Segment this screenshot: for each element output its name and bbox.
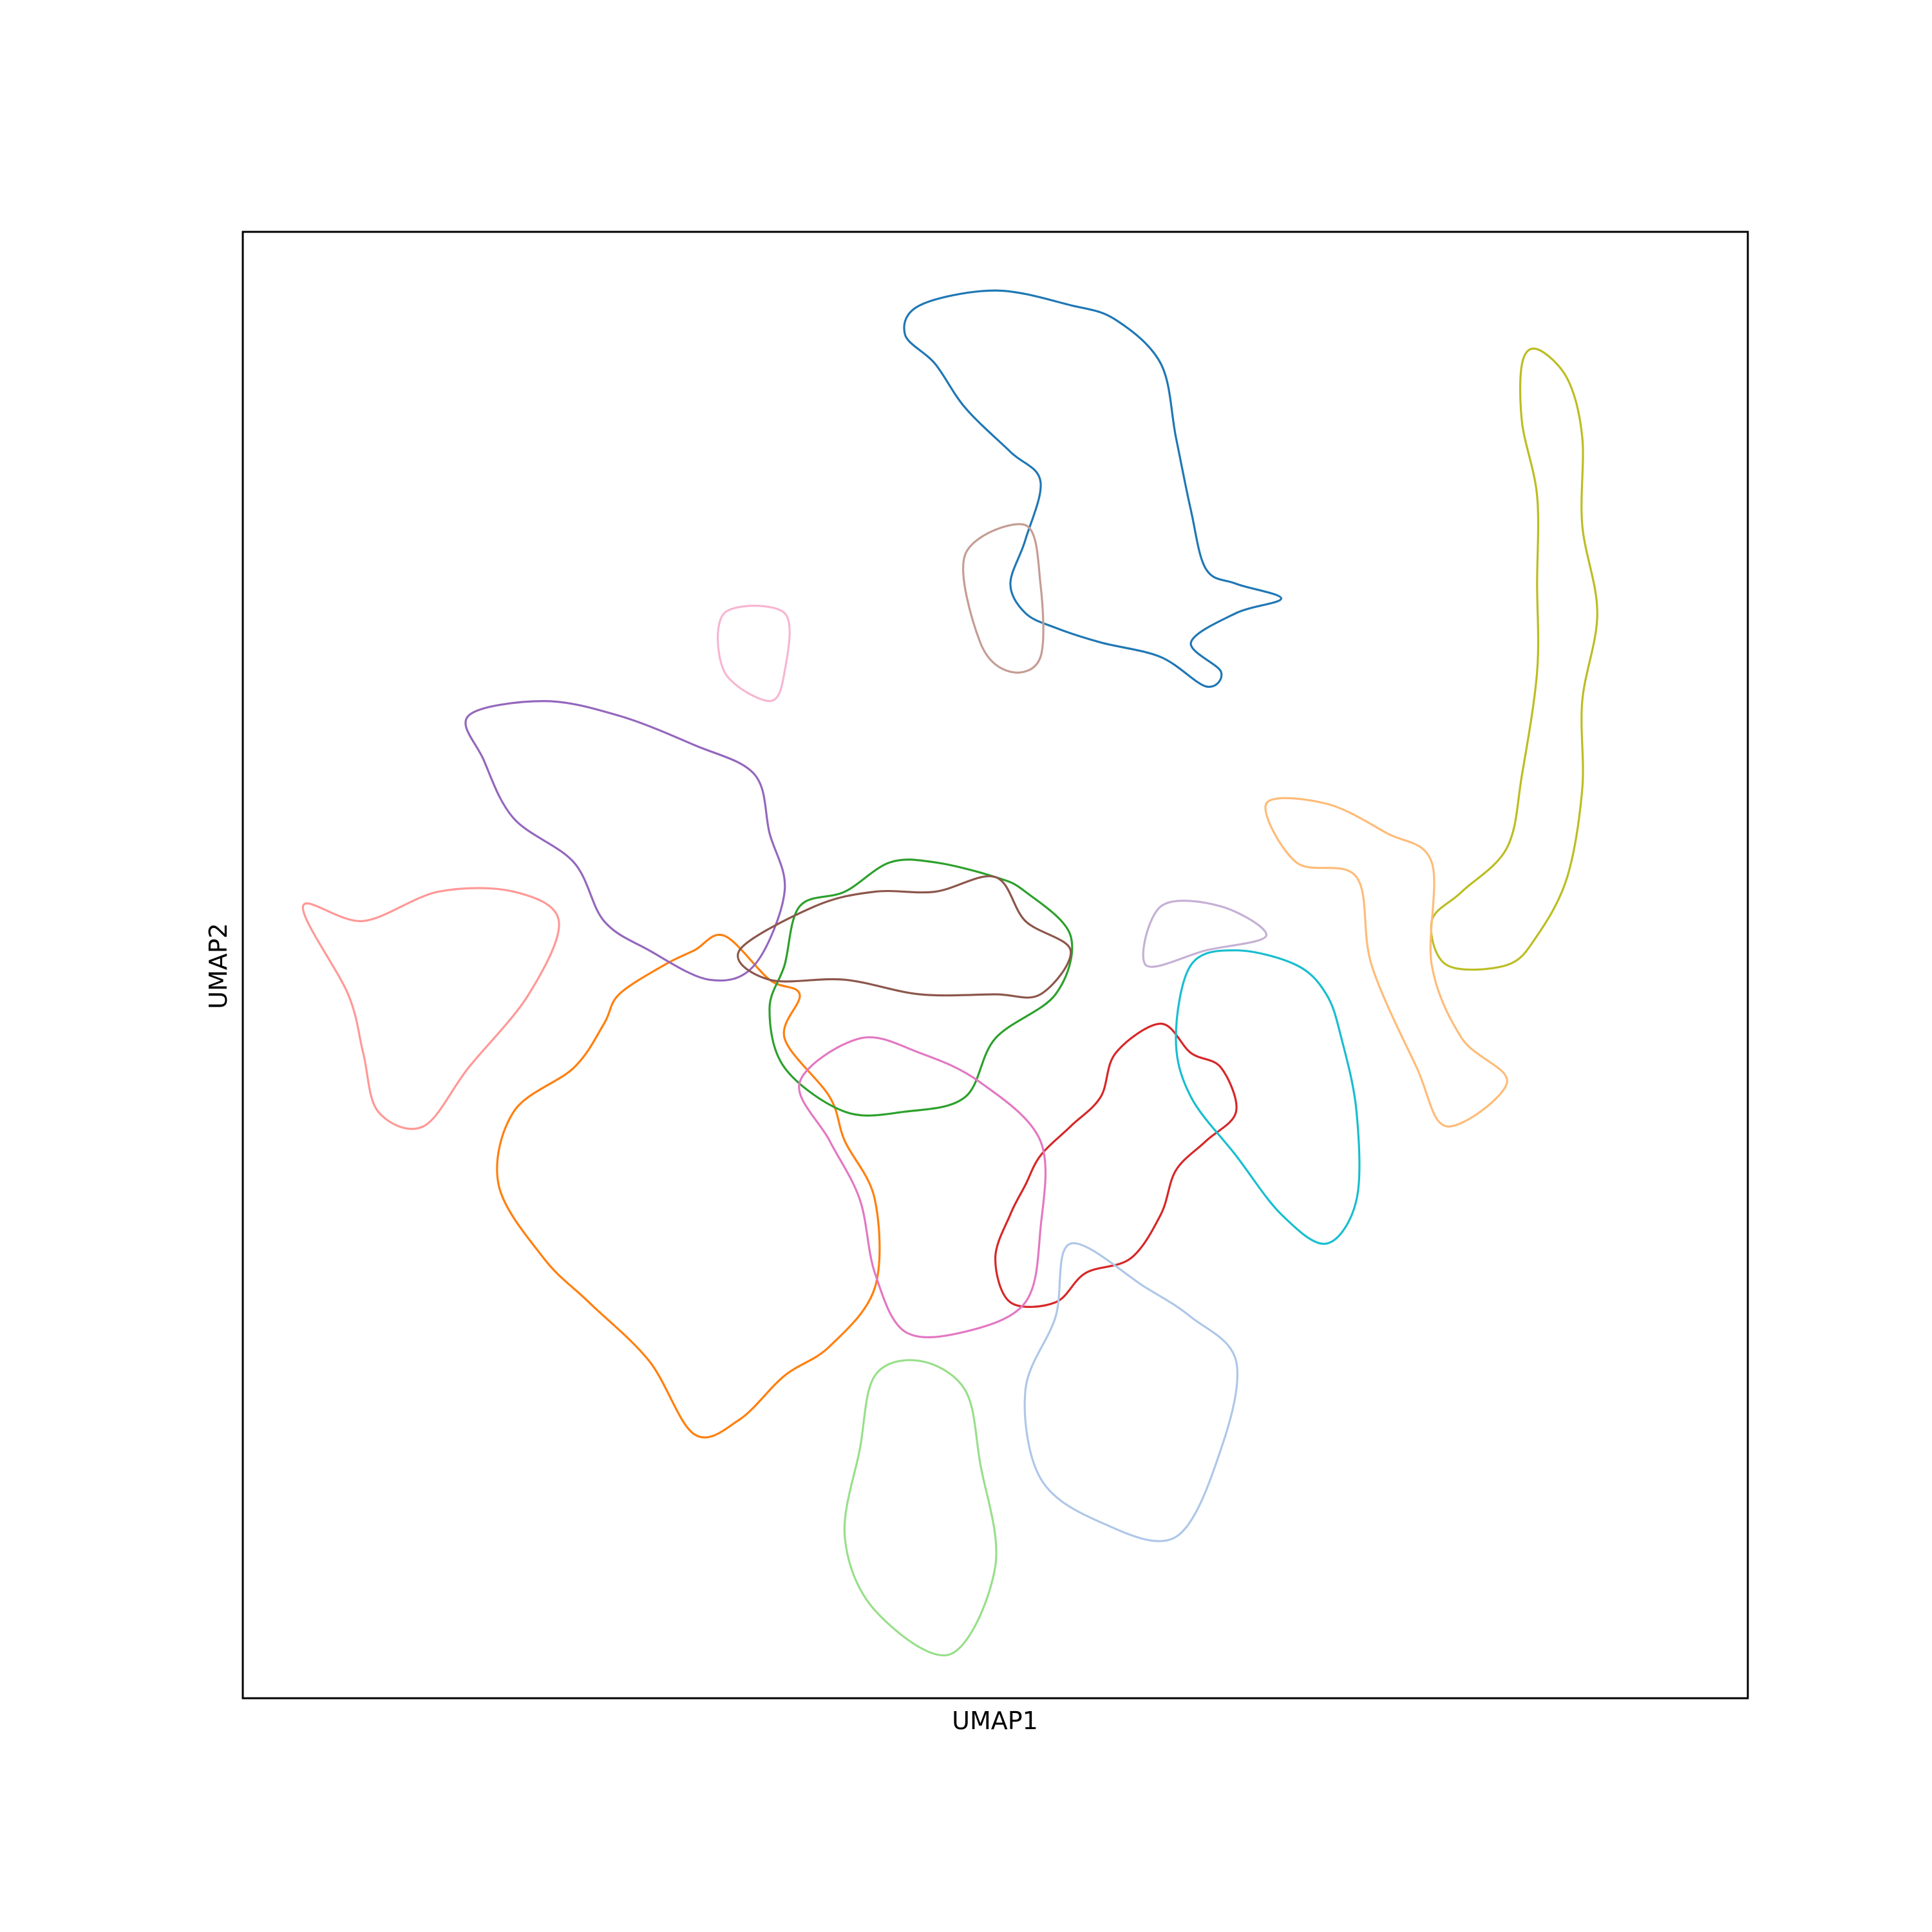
cluster-contour-16 <box>716 605 791 703</box>
cluster-contour-0 <box>903 289 1283 688</box>
cluster-contour-10 <box>1023 1242 1239 1542</box>
cluster-contour-6 <box>798 1036 1047 1339</box>
cluster-contour-11 <box>1264 797 1508 1128</box>
cluster-contour-3 <box>994 1023 1238 1308</box>
cluster-contour-2 <box>768 858 1074 1117</box>
cluster-contour-12 <box>843 1359 998 1656</box>
x-axis-label: UMAP1 <box>952 1707 1038 1735</box>
cluster-contour-14 <box>1142 900 1267 968</box>
cluster-contour-9 <box>1175 949 1361 1245</box>
cluster-contours <box>301 289 1598 1656</box>
y-axis-label: UMAP2 <box>204 923 232 1009</box>
cluster-contour-8 <box>1430 347 1598 971</box>
cluster-contour-15 <box>962 523 1045 674</box>
cluster-contour-5 <box>737 875 1072 999</box>
plot-frame <box>242 231 1749 1700</box>
cluster-contour-4 <box>464 700 786 982</box>
cluster-contour-13 <box>301 887 560 1130</box>
